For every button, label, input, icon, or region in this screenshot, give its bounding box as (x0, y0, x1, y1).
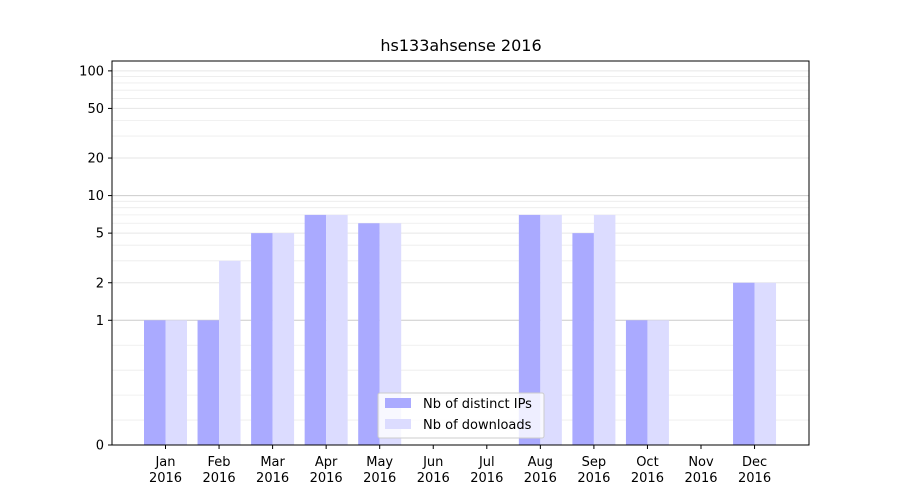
y-tick-label: 10 (87, 189, 104, 204)
x-tick-label-year: 2016 (470, 471, 503, 486)
bar-nb-of-downloads-feb (219, 260, 241, 445)
y-tick-label: 5 (96, 227, 104, 242)
legend-label-distinct-ips: Nb of distinct IPs (423, 397, 532, 412)
x-tick-label-year: 2016 (256, 471, 289, 486)
y-tick-label: 1 (96, 314, 104, 329)
x-tick-label-month: May (366, 455, 393, 470)
x-tick-label-year: 2016 (577, 471, 610, 486)
plot-frame (111, 60, 810, 446)
bar-nb-of-downloads-sep (593, 214, 616, 445)
x-tick-label-month: Feb (208, 455, 231, 470)
bar-nb-of-downloads-jan (165, 320, 187, 445)
chart-title: hs133ahsense 2016 (380, 36, 541, 55)
x-tick-label-month: Jul (478, 455, 495, 470)
bar-nb-of-downloads-mar (272, 233, 295, 445)
y-tick-label: 20 (87, 152, 104, 167)
bar-nb-of-downloads-apr (326, 214, 348, 445)
x-tick-label-year: 2016 (149, 471, 182, 486)
bar-nb-of-distinct-ips-apr (304, 214, 327, 445)
x-tick-label-month: Jun (422, 455, 443, 470)
y-axis: 0 1 2 5 10 20 50 100 (79, 64, 112, 454)
bar-nb-of-downloads-oct (647, 320, 669, 445)
grid-lines (112, 70, 809, 446)
legend-swatch-distinct-ips (385, 398, 411, 408)
bar-nb-of-distinct-ips-aug (518, 214, 541, 445)
x-tick-label-year: 2016 (631, 471, 664, 486)
x-tick-label-month: Dec (742, 455, 767, 470)
bar-nb-of-downloads-dec (754, 282, 777, 445)
bar-nb-of-distinct-ips-feb (197, 320, 220, 445)
y-tick-label: 50 (87, 102, 104, 117)
bar-nb-of-distinct-ips-jan (144, 320, 166, 445)
y-tick-label: 2 (96, 276, 104, 291)
x-tick-label-month: Apr (315, 455, 338, 470)
x-tick-label-month: Nov (688, 455, 714, 470)
x-tick-label-month: Mar (260, 455, 285, 470)
x-tick-label-year: 2016 (524, 471, 557, 486)
x-tick-label-year: 2016 (310, 471, 343, 486)
bar-nb-of-distinct-ips-sep (572, 233, 594, 445)
y-tick-label: 0 (96, 439, 104, 454)
legend: Nb of distinct IPs Nb of downloads (377, 392, 545, 439)
x-tick-label-month: Sep (582, 455, 607, 470)
x-tick-label-month: Jan (154, 455, 175, 470)
bar-nb-of-downloads-aug (540, 214, 562, 445)
x-tick-label-year: 2016 (684, 471, 717, 486)
bar-nb-of-distinct-ips-mar (251, 233, 273, 445)
bar-nb-of-distinct-ips-may (358, 223, 380, 445)
y-tick-label: 100 (79, 64, 104, 79)
legend-swatch-downloads (385, 419, 411, 429)
x-tick-label-year: 2016 (417, 471, 450, 486)
bars (144, 214, 777, 445)
x-axis: Jan2016Feb2016Mar2016Apr2016May2016Jun20… (149, 445, 771, 486)
bar-nb-of-downloads-may (379, 223, 402, 445)
x-tick-label-month: Oct (636, 455, 658, 470)
legend-label-downloads: Nb of downloads (423, 418, 532, 433)
x-tick-label-year: 2016 (203, 471, 236, 486)
x-tick-label-year: 2016 (738, 471, 771, 486)
x-tick-label-month: Aug (528, 455, 553, 470)
bar-nb-of-distinct-ips-dec (733, 282, 755, 445)
bar-nb-of-distinct-ips-oct (625, 320, 648, 445)
legend-box (377, 392, 545, 439)
x-tick-label-year: 2016 (363, 471, 396, 486)
